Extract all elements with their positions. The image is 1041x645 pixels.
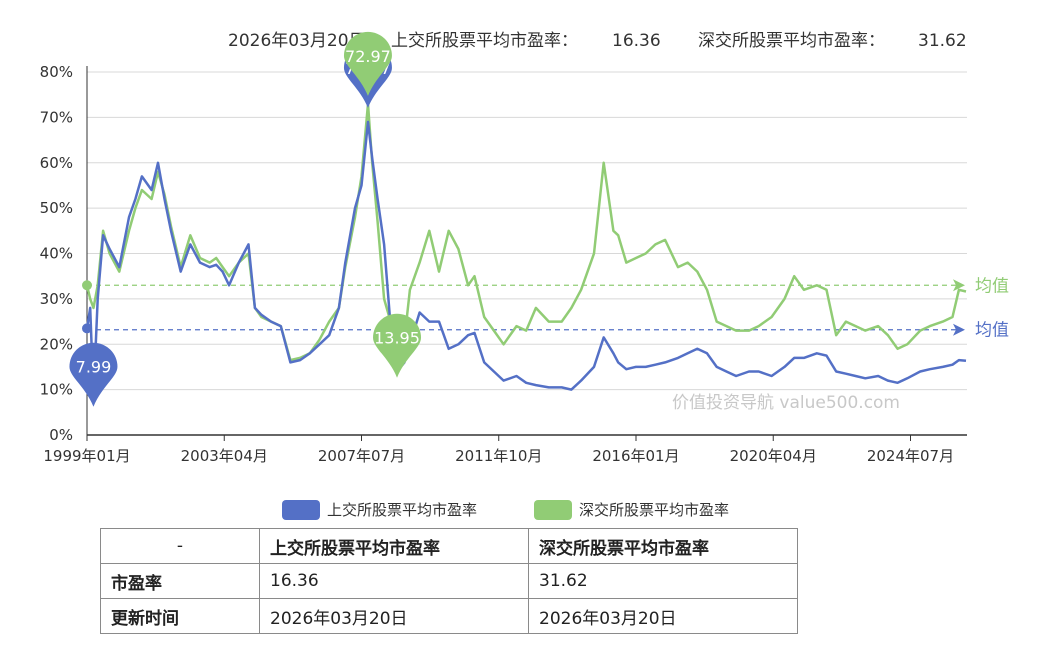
x-axis: 1999年01月 2003年04月 2007年07月 2011年10月 2016年01月… [43,434,967,465]
x-tick-label: 1999年01月 [43,447,130,465]
legend-label-sh: 上交所股票平均市盈率 [327,501,477,519]
y-tick-label: 60% [40,154,73,172]
table-cell: 2026年03月20日 [259,598,529,634]
average-arrow [953,323,965,336]
chart-header: 2026年03月20日 上交所股票平均市盈率： 16.36 深交所股票平均市盈率… [228,31,967,51]
grid [87,71,967,391]
y-tick-label: 10% [40,381,73,399]
table-row-label: 市盈率 [100,563,260,599]
sz-max-pin: 72.97 [343,31,392,96]
pe-chart: 2026年03月20日 上交所股票平均市盈率： 16.36 深交所股票平均市盈率… [40,31,1009,520]
y-tick-label: 50% [40,199,73,217]
x-tick-label: 2024年07月 [867,447,954,465]
table-cell: 2026年03月20日 [528,598,798,634]
average-label: 均值 [975,276,1009,296]
table-row-label: 更新时间 [100,598,260,634]
legend-item-sh[interactable]: 上交所股票平均市盈率 [282,500,477,520]
series-line [85,102,967,373]
legend-swatch-sz [534,500,572,520]
series-line [85,120,967,398]
sh-min-pin: 7.99 [69,342,118,407]
x-tick-label: 2016年01月 [592,447,679,465]
sz-min-pin-label: 13.95 [374,329,420,348]
table-row: 市盈率 16.36 31.62 [100,563,798,599]
watermark: 价值投资导航 value500.com [672,393,900,413]
average-label: 均值 [975,321,1009,341]
header-sh-value: 16.36 [612,31,661,51]
table-cell: 31.62 [528,563,798,599]
table-row: 更新时间 2026年03月20日 2026年03月20日 [100,598,798,634]
table-col-sh: 上交所股票平均市盈率 [259,528,529,564]
table-col-sz: 深交所股票平均市盈率 [528,528,798,564]
table-header-row: - 上交所股票平均市盈率 深交所股票平均市盈率 [100,528,798,564]
legend-swatch-sh [282,500,320,520]
table-cell: 16.36 [259,563,529,599]
sz-start-dot [82,280,92,291]
sz-min-pin-shape [373,313,422,378]
sz-min-pin: 13.95 [373,313,422,378]
sh-min-pin-shape [69,342,118,407]
y-tick-label: 0% [49,426,73,444]
header-sz-value: 31.62 [918,31,967,51]
y-axis: 0% 10% 20% 30% 40% 50% 60% 70% 80% [40,63,88,444]
sh-min-pin-label: 7.99 [76,358,112,377]
table-corner: - [100,528,260,564]
legend[interactable]: 上交所股票平均市盈率 深交所股票平均市盈率 [282,500,729,520]
legend-label-sz: 深交所股票平均市盈率 [579,501,729,519]
y-tick-label: 80% [40,63,73,81]
header-sh-label: 上交所股票平均市盈率： [391,31,578,51]
summary-table: - 上交所股票平均市盈率 深交所股票平均市盈率 市盈率 16.36 31.62 … [100,528,798,634]
sz-max-pin-shape [343,31,392,96]
header-sz-label: 深交所股票平均市盈率： [698,31,885,51]
y-tick-label: 30% [40,290,73,308]
x-tick-label: 2003年04月 [181,447,268,465]
sh-start-dot [82,323,92,334]
y-tick-label: 20% [40,335,73,353]
average-arrow [953,279,965,292]
x-tick-label: 2011年10月 [455,447,542,465]
x-tick-label: 2020年04月 [730,447,817,465]
x-tick-label: 2007年07月 [318,447,405,465]
legend-item-sz[interactable]: 深交所股票平均市盈率 [534,500,729,520]
series-lines [85,102,967,398]
sz-max-pin-label: 72.97 [345,47,391,66]
y-tick-label: 70% [40,108,73,126]
header-date: 2026年03月20日 [228,31,366,51]
y-tick-label: 40% [40,245,73,263]
